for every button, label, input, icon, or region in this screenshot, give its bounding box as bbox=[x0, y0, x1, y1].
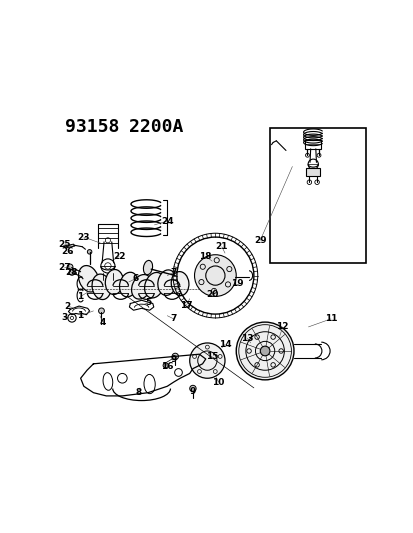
Bar bbox=[269, 128, 366, 263]
Circle shape bbox=[69, 270, 75, 275]
Text: 22: 22 bbox=[113, 252, 125, 261]
Ellipse shape bbox=[131, 274, 151, 299]
Text: 19: 19 bbox=[231, 279, 244, 288]
Text: 10: 10 bbox=[212, 377, 224, 386]
Ellipse shape bbox=[105, 270, 123, 295]
Circle shape bbox=[189, 343, 225, 378]
Ellipse shape bbox=[143, 261, 152, 274]
Text: 1: 1 bbox=[77, 292, 83, 301]
Text: 3: 3 bbox=[61, 313, 68, 322]
Text: 24: 24 bbox=[161, 216, 173, 225]
Ellipse shape bbox=[171, 272, 188, 296]
Circle shape bbox=[98, 308, 104, 314]
Text: 27: 27 bbox=[58, 263, 71, 272]
Text: 12: 12 bbox=[276, 322, 288, 332]
Text: 25: 25 bbox=[58, 240, 71, 248]
Ellipse shape bbox=[78, 265, 99, 292]
Circle shape bbox=[172, 353, 178, 360]
Text: 1: 1 bbox=[77, 311, 83, 320]
Text: 7: 7 bbox=[170, 268, 176, 277]
Text: 9: 9 bbox=[189, 386, 196, 395]
Bar bbox=[304, 140, 320, 149]
Text: 2: 2 bbox=[64, 302, 71, 311]
Circle shape bbox=[236, 322, 293, 380]
Ellipse shape bbox=[157, 270, 176, 295]
Text: 7: 7 bbox=[170, 314, 176, 324]
Text: 11: 11 bbox=[324, 314, 336, 324]
Text: 17: 17 bbox=[180, 301, 192, 310]
Circle shape bbox=[163, 363, 168, 368]
Circle shape bbox=[189, 385, 196, 392]
Text: 9: 9 bbox=[170, 354, 176, 364]
Ellipse shape bbox=[119, 272, 138, 297]
Ellipse shape bbox=[144, 272, 164, 298]
Text: 20: 20 bbox=[206, 290, 218, 300]
Circle shape bbox=[260, 346, 269, 356]
Circle shape bbox=[194, 255, 236, 296]
Text: 16: 16 bbox=[161, 361, 173, 370]
Text: 18: 18 bbox=[199, 252, 211, 261]
Text: 29: 29 bbox=[254, 236, 266, 245]
Circle shape bbox=[87, 249, 92, 254]
Text: 6: 6 bbox=[132, 274, 138, 284]
Text: 5: 5 bbox=[145, 298, 151, 308]
Text: 13: 13 bbox=[241, 334, 253, 343]
Text: 2200A: 2200A bbox=[128, 118, 183, 136]
Ellipse shape bbox=[92, 274, 111, 300]
Text: 15: 15 bbox=[205, 352, 218, 361]
Text: 8: 8 bbox=[135, 388, 141, 397]
Circle shape bbox=[67, 264, 73, 270]
Polygon shape bbox=[64, 244, 75, 248]
Text: 28: 28 bbox=[64, 268, 77, 277]
Text: 26: 26 bbox=[62, 247, 74, 256]
Text: 4: 4 bbox=[100, 318, 106, 327]
Text: 93158: 93158 bbox=[64, 118, 119, 136]
Bar bbox=[306, 168, 320, 176]
Text: 14: 14 bbox=[218, 340, 231, 349]
Text: 23: 23 bbox=[77, 232, 90, 241]
Text: 21: 21 bbox=[215, 242, 228, 251]
